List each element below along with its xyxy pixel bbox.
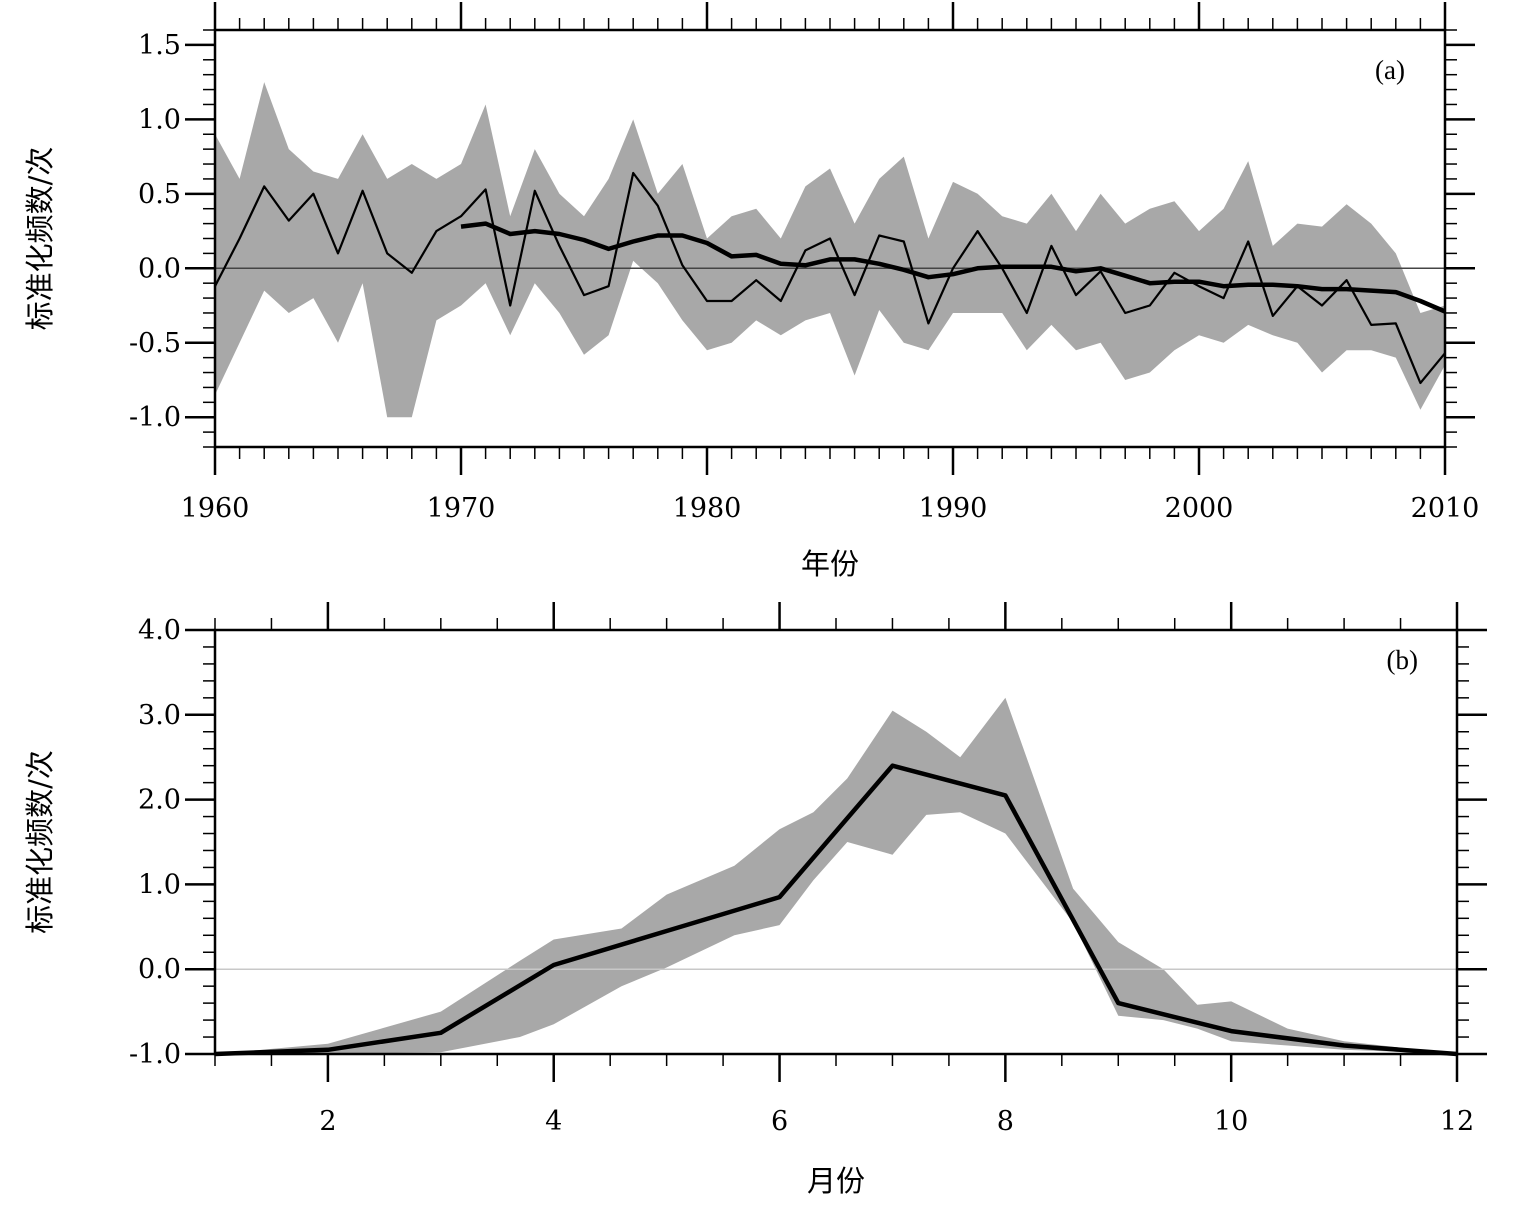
y-tick-label: -1.0 — [129, 402, 181, 433]
x-tick-label: 12 — [1440, 1106, 1474, 1137]
x-tick-label: 4 — [545, 1106, 562, 1137]
panel-a: 1960 1970 1980 1990 2000 2010 -1.0 -0.5 0.0 0.5 1.… — [23, 2, 1479, 581]
x-tick-label: 1960 — [181, 493, 250, 524]
panel-label: (a) — [1375, 55, 1405, 85]
y-tick-label: 1.5 — [138, 30, 181, 61]
y-axis-title: 标准化频数/次 — [23, 147, 57, 331]
moving-average-line — [460, 221, 1446, 314]
panel-b: 2 4 6 8 10 12 -1.0 0.0 1.0 2.0 3.0 4.0 月份 标准化频数/次 (b) — [23, 602, 1487, 1198]
y-axis-title: 标准化频数/次 — [23, 750, 57, 934]
x-tick-label: 10 — [1214, 1106, 1248, 1137]
x-tick-label: 2010 — [1411, 493, 1480, 524]
monthly-mean-line — [214, 763, 1458, 1057]
y-tick-label: 3.0 — [138, 700, 181, 731]
x-tick-label: 1980 — [673, 493, 742, 524]
panel-label: (b) — [1387, 645, 1418, 675]
x-tick-label: 2000 — [1165, 493, 1234, 524]
x-axis-title: 年份 — [801, 547, 859, 581]
x-tick-label: 6 — [771, 1106, 788, 1137]
uncertainty-band — [215, 82, 1445, 418]
y-tick-label: 1.0 — [138, 869, 181, 900]
x-tick-label: 1970 — [427, 493, 496, 524]
y-tick-label: 0.5 — [138, 179, 181, 210]
x-tick-label: 8 — [997, 1106, 1014, 1137]
y-tick-label: 0.0 — [138, 253, 181, 284]
x-axis-title: 月份 — [807, 1164, 865, 1198]
uncertainty-band — [215, 697, 1457, 1054]
y-tick-label: 0.0 — [138, 954, 181, 985]
annual-series-line — [214, 171, 1446, 385]
y-tick-label: 1.0 — [138, 104, 181, 135]
y-tick-label: -1.0 — [129, 1039, 181, 1070]
y-tick-label: -0.5 — [129, 328, 181, 359]
y-tick-label: 2.0 — [138, 785, 181, 816]
x-tick-label: 1990 — [919, 493, 988, 524]
y-tick-label: 4.0 — [138, 615, 181, 646]
x-tick-label: 2 — [319, 1106, 336, 1137]
